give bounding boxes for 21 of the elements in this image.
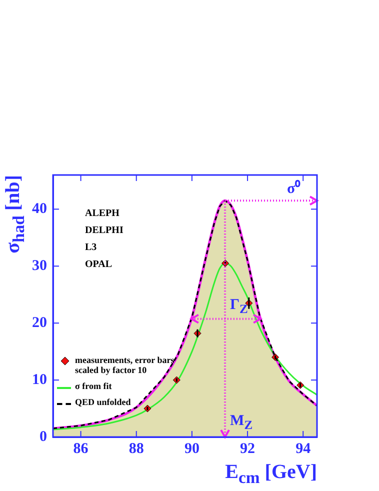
- annotation: L3: [85, 241, 98, 255]
- legend-label: σ from fit: [75, 381, 113, 391]
- y-tick-label: 20: [32, 314, 47, 331]
- annotation: DELPHI: [85, 224, 124, 238]
- ref-line-label: Γ$_{Z}$: [230, 296, 248, 317]
- annotation: OPAL: [85, 258, 114, 272]
- ref-line-label: σ⁰: [287, 178, 300, 198]
- x-tick-label: 90: [184, 440, 200, 457]
- y-tick-label: 30: [32, 258, 47, 274]
- x-axis-title: E$_{cm}$ [GeV]: [225, 461, 317, 488]
- annotation: ALEPH: [85, 207, 120, 221]
- ref-line-label: M$_{Z}$: [230, 413, 253, 433]
- x-tick-label: 88: [128, 440, 144, 457]
- y-tick-label: 40: [32, 201, 47, 218]
- x-tick-label: 86: [73, 440, 89, 457]
- x-tick-label: 94: [296, 440, 312, 457]
- y-tick-label: 0: [40, 428, 47, 445]
- legend-label: measurements, error bars scaled by factor 10: [75, 355, 175, 375]
- y-tick-label: 10: [32, 372, 47, 388]
- legend-label: QED unfolded: [75, 397, 132, 407]
- x-tick-label: 92: [240, 440, 256, 457]
